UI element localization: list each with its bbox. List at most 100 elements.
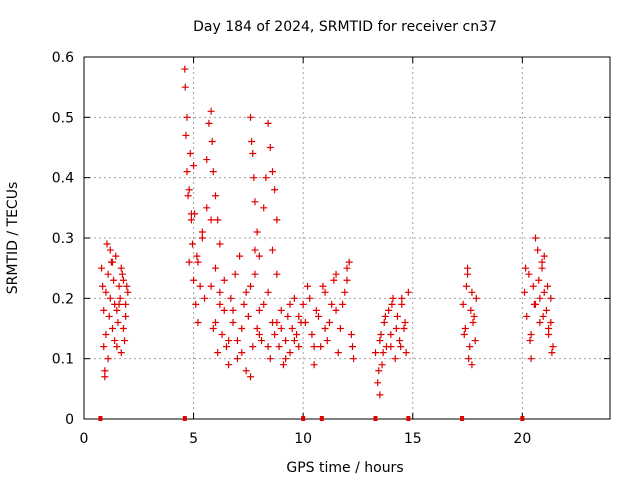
data-point xyxy=(121,337,129,345)
data-point xyxy=(310,361,318,369)
data-point xyxy=(404,288,412,296)
data-point xyxy=(212,318,219,326)
data-point xyxy=(398,294,406,302)
data-point xyxy=(264,288,272,296)
data-point xyxy=(222,343,230,351)
data-point xyxy=(183,113,191,121)
data-point xyxy=(379,349,387,357)
data-point xyxy=(273,270,281,278)
data-point xyxy=(377,331,385,339)
data-point xyxy=(325,318,333,326)
data-point xyxy=(186,150,194,158)
data-point xyxy=(110,276,118,284)
data-point xyxy=(308,331,316,339)
data-point xyxy=(471,337,479,345)
data-point xyxy=(231,270,239,278)
data-point xyxy=(464,264,472,272)
x-tick-label: 5 xyxy=(189,431,198,447)
data-point xyxy=(99,282,107,290)
data-point xyxy=(119,276,127,284)
data-point xyxy=(540,288,548,296)
data-point xyxy=(286,300,294,308)
data-point xyxy=(389,294,397,302)
data-point xyxy=(290,294,298,302)
data-point xyxy=(268,246,276,254)
gap-marker xyxy=(182,416,187,421)
data-point xyxy=(218,331,226,339)
data-point xyxy=(115,300,123,308)
data-point xyxy=(187,216,195,224)
data-point xyxy=(192,300,200,308)
data-point xyxy=(248,137,256,145)
data-point xyxy=(465,355,473,363)
data-point xyxy=(462,282,470,290)
data-point xyxy=(255,331,263,339)
data-point xyxy=(284,312,292,320)
data-point xyxy=(233,337,241,345)
data-point xyxy=(387,331,395,339)
data-point xyxy=(111,337,119,345)
data-point xyxy=(251,246,259,254)
data-point xyxy=(182,131,190,139)
y-tick-label: 0.3 xyxy=(52,231,74,247)
data-point xyxy=(525,270,533,278)
data-point xyxy=(336,325,344,332)
data-point xyxy=(253,325,261,332)
data-point xyxy=(522,264,530,272)
data-point xyxy=(343,276,351,284)
data-point xyxy=(396,337,404,345)
data-point xyxy=(264,119,272,127)
data-point xyxy=(208,137,216,145)
data-point xyxy=(334,349,342,357)
data-point xyxy=(242,367,250,375)
data-point xyxy=(236,252,244,260)
data-point xyxy=(339,300,347,308)
data-point xyxy=(98,264,106,272)
chart-title: Day 184 of 2024, SRMTID for receiver cn3… xyxy=(193,19,497,35)
data-point xyxy=(184,192,192,200)
y-axis-label: SRMTID / TECUs xyxy=(5,182,21,295)
data-point xyxy=(279,361,287,369)
data-point xyxy=(249,343,257,351)
y-tick-label: 0.2 xyxy=(52,291,74,307)
data-point xyxy=(240,300,248,308)
data-point xyxy=(545,325,553,332)
data-point xyxy=(214,349,222,357)
data-point xyxy=(540,252,548,260)
gap-marker xyxy=(319,416,324,421)
data-point xyxy=(216,288,224,296)
data-point xyxy=(249,150,257,158)
data-point xyxy=(323,337,331,345)
data-point xyxy=(271,186,279,194)
data-point xyxy=(468,288,476,296)
data-point xyxy=(310,343,318,351)
gaps-layer xyxy=(98,416,525,421)
data-point xyxy=(319,282,327,290)
data-point xyxy=(470,312,478,320)
data-point xyxy=(402,349,410,357)
data-point xyxy=(104,355,112,363)
data-point xyxy=(209,325,217,332)
data-point xyxy=(102,288,110,296)
data-point xyxy=(106,294,114,302)
data-point xyxy=(290,337,298,345)
data-point xyxy=(530,300,538,308)
data-point xyxy=(343,264,351,272)
data-point xyxy=(460,331,468,339)
data-point xyxy=(397,343,405,351)
data-point xyxy=(250,174,258,182)
data-point xyxy=(238,325,246,332)
data-point xyxy=(181,65,189,73)
data-point xyxy=(527,355,535,363)
data-point xyxy=(330,276,338,284)
data-point xyxy=(212,192,219,200)
data-point xyxy=(255,252,263,260)
data-point xyxy=(527,331,535,339)
data-point xyxy=(341,288,349,296)
data-point xyxy=(301,318,309,326)
data-point xyxy=(242,288,250,296)
data-point xyxy=(253,228,261,236)
data-point xyxy=(220,276,228,284)
data-point xyxy=(194,318,202,326)
